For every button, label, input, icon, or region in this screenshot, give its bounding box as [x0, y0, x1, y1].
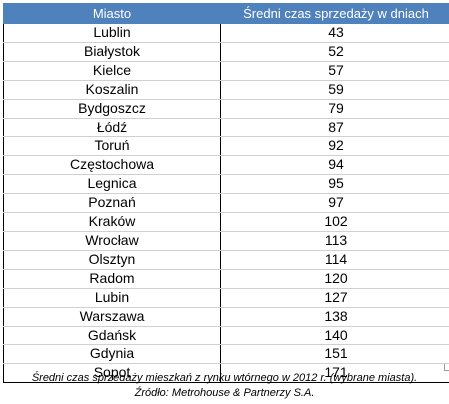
city-cell: Wrocław [3, 231, 221, 251]
column-header-city: Miasto [3, 3, 221, 24]
table-row: Lublin 43 [3, 23, 449, 43]
days-cell: 43 [220, 23, 449, 43]
city-cell: Toruń [3, 136, 221, 157]
days-cell: 79 [220, 99, 449, 119]
column-header-days: Średni czas sprzedaży w dniach [220, 3, 449, 24]
days-cell: 114 [220, 250, 449, 270]
table-row: Wrocław 113 [3, 231, 449, 251]
city-cell: Lubin [3, 288, 221, 308]
table-row: Lubin 127 [3, 288, 449, 308]
table-row: Kraków 102 [3, 212, 449, 232]
table-caption: Średni czas sprzedaży mieszkań z rynku w… [31, 372, 418, 384]
days-cell: 97 [220, 193, 449, 214]
city-cell: Łódź [3, 118, 221, 138]
days-cell: 102 [220, 212, 449, 232]
city-cell: Gdynia [3, 344, 221, 365]
days-cell: 94 [220, 155, 449, 176]
table-row: Częstochowa 94 [3, 155, 449, 176]
city-cell: Częstochowa [3, 155, 221, 176]
city-cell: Białystok [3, 42, 221, 62]
days-cell: 171 [220, 363, 449, 384]
days-cell: 120 [220, 269, 449, 289]
city-cell: Gdańsk [3, 326, 221, 346]
days-cell: 59 [220, 80, 449, 100]
days-cell: 138 [220, 307, 449, 327]
city-cell: Warszawa [3, 307, 221, 327]
table-row: Warszawa 138 [3, 307, 449, 327]
table-row: Bydgoszcz 79 [3, 99, 449, 119]
table-row: Poznań 97 [3, 193, 449, 214]
sales-time-table: Miasto Średni czas sprzedaży w dniach Lu… [3, 3, 449, 384]
days-cell: 127 [220, 288, 449, 308]
city-cell: Olsztyn [3, 250, 221, 270]
city-cell: Poznań [3, 193, 221, 214]
days-cell: 140 [220, 326, 449, 346]
city-cell: Legnica [3, 174, 221, 195]
resize-corner-mark [444, 364, 449, 371]
table-row: Białystok 52 [3, 42, 449, 62]
source-note: Źródło: Metrohouse & Partnerzy S.A. [134, 387, 315, 399]
days-cell: 87 [220, 118, 449, 138]
table-row: Koszalin 59 [3, 80, 449, 100]
city-cell: Kielce [3, 61, 221, 81]
city-cell: Radom [3, 269, 221, 289]
table-body: Lublin 43 Białystok 52 Kielce 57 Koszalin 59 Byd… [3, 23, 449, 384]
city-cell: Kraków [3, 212, 221, 232]
table-row: Radom 120 [3, 269, 449, 289]
table-row: Gdynia 151 [3, 344, 449, 365]
table-header-row: Miasto Średni czas sprzedaży w dniach [3, 3, 449, 24]
table-row: Łódź 87 [3, 118, 449, 138]
days-cell: 151 [220, 344, 449, 365]
table-row: Olsztyn 114 [3, 250, 449, 270]
table-row: Gdańsk 140 [3, 326, 449, 346]
city-cell: Lublin [3, 23, 221, 43]
table-row: Kielce 57 [3, 61, 449, 81]
city-cell: Bydgoszcz [3, 99, 221, 119]
city-cell: Sopot [3, 363, 221, 384]
city-cell: Koszalin [3, 80, 221, 100]
table-row: Toruń 92 [3, 136, 449, 157]
days-cell: 95 [220, 174, 449, 195]
days-cell: 113 [220, 231, 449, 251]
days-cell: 52 [220, 42, 449, 62]
days-cell: 57 [220, 61, 449, 81]
table-row: Legnica 95 [3, 174, 449, 195]
days-cell: 92 [220, 136, 449, 157]
table-row: Sopot 171 [3, 363, 449, 384]
